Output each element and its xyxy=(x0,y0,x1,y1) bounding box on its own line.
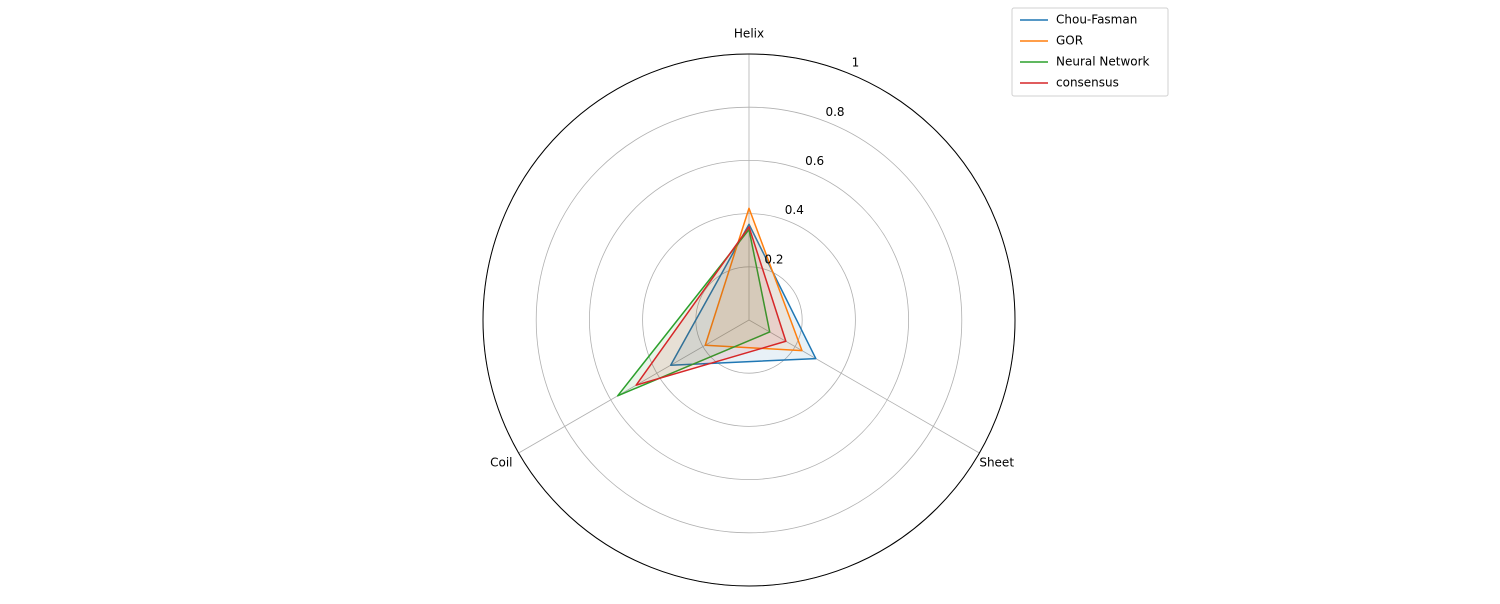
spoke xyxy=(518,319,750,454)
series-line xyxy=(669,223,817,366)
legend-label: Neural Network xyxy=(1056,55,1150,69)
category-label: Helix xyxy=(734,27,764,41)
spoke xyxy=(748,319,980,454)
series-line xyxy=(704,207,803,352)
series-line xyxy=(635,226,787,386)
r-tick-label: 0.4 xyxy=(785,203,804,217)
legend-label: Chou-Fasman xyxy=(1056,13,1137,27)
series-area xyxy=(617,229,770,396)
series-area xyxy=(670,224,816,366)
series-area xyxy=(636,226,786,386)
series-line xyxy=(616,228,771,397)
r-tick-label: 0.2 xyxy=(764,252,783,266)
category-label: Coil xyxy=(490,456,512,470)
legend-label: GOR xyxy=(1056,34,1083,48)
r-tick-label: 0.8 xyxy=(825,105,844,119)
r-tick-label: 0.6 xyxy=(805,154,824,168)
legend-box xyxy=(1011,7,1169,97)
category-label: Sheet xyxy=(979,456,1014,470)
r-tick-label: 1 xyxy=(852,56,860,70)
legend-label: consensus xyxy=(1056,76,1119,90)
spine xyxy=(482,53,1016,587)
